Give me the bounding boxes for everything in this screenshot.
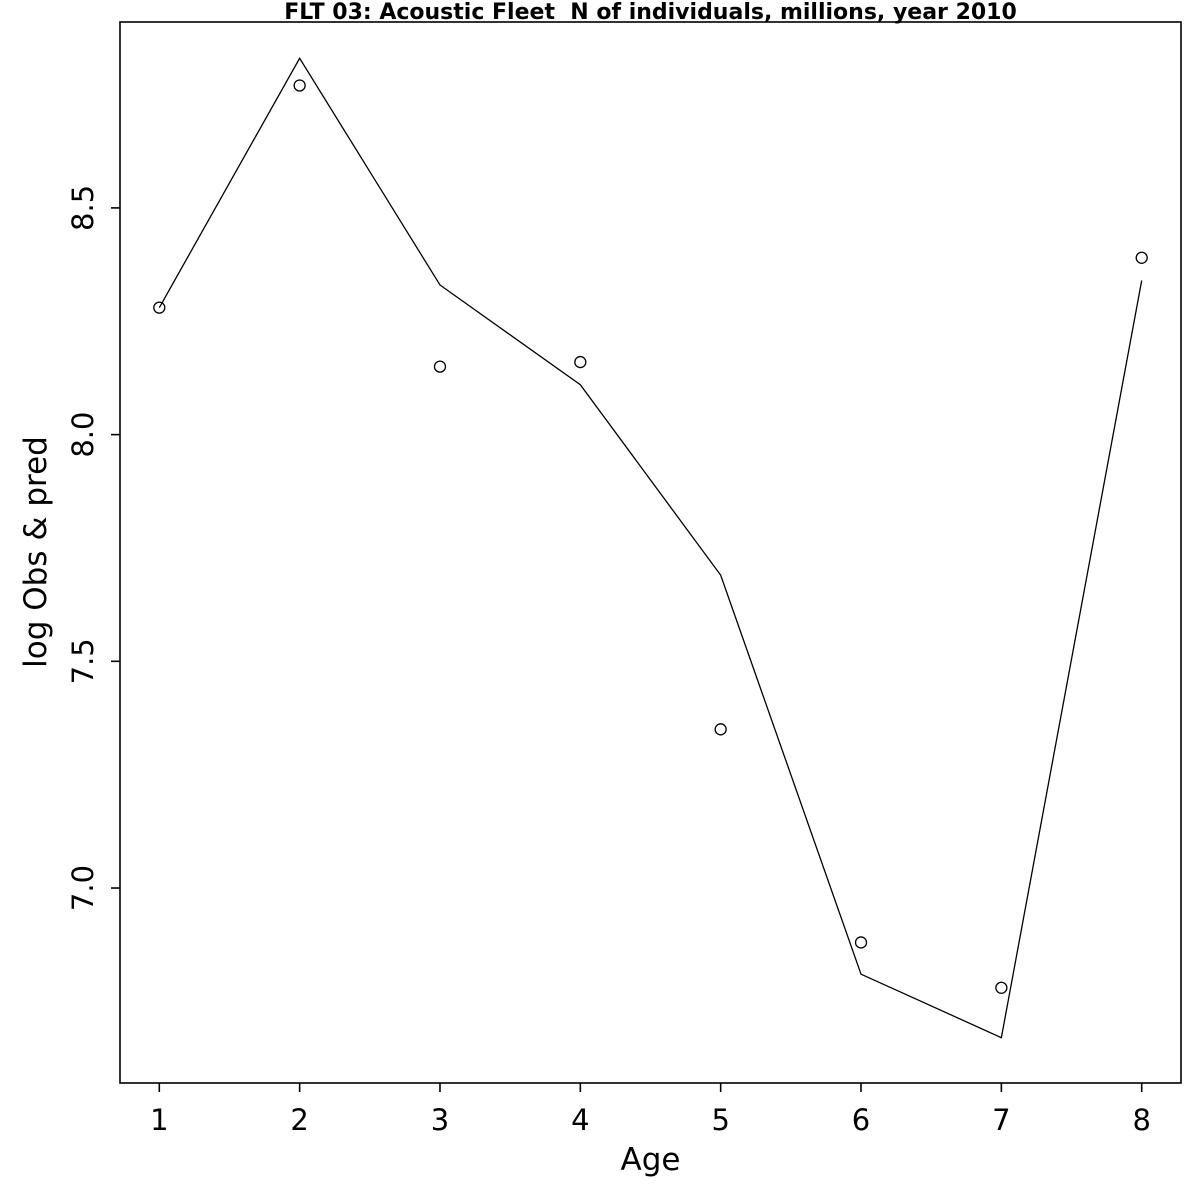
y-tick-label: 8.5 [66, 185, 100, 231]
x-tick-label: 5 [711, 1103, 729, 1137]
x-axis-label: Age [620, 1142, 681, 1178]
chart-title: FLT 03: Acoustic Fleet N of individuals,… [284, 0, 1017, 25]
observed-point [995, 981, 1008, 994]
observed-point [1135, 251, 1148, 264]
observed-point [293, 79, 306, 92]
y-tick-label: 7.5 [66, 638, 100, 684]
observed-point [714, 723, 727, 736]
x-tick-label: 8 [1132, 1103, 1150, 1137]
y-axis-label: log Obs & pred [18, 436, 54, 668]
x-tick-label: 2 [290, 1103, 308, 1137]
x-tick-label: 1 [150, 1103, 168, 1137]
y-tick-label: 8.0 [66, 412, 100, 458]
plot-border [119, 21, 1182, 1084]
x-tick-label: 3 [431, 1103, 449, 1137]
observed-point [854, 936, 868, 949]
observed-point [574, 355, 587, 369]
y-tick-label: 7.0 [66, 865, 100, 911]
x-tick-label: 7 [992, 1103, 1010, 1137]
observed-point [153, 301, 166, 314]
predicted-line [158, 56, 1143, 1039]
x-tick-label: 4 [571, 1103, 589, 1137]
x-tick-label: 6 [852, 1103, 870, 1137]
observed-point [433, 360, 447, 373]
